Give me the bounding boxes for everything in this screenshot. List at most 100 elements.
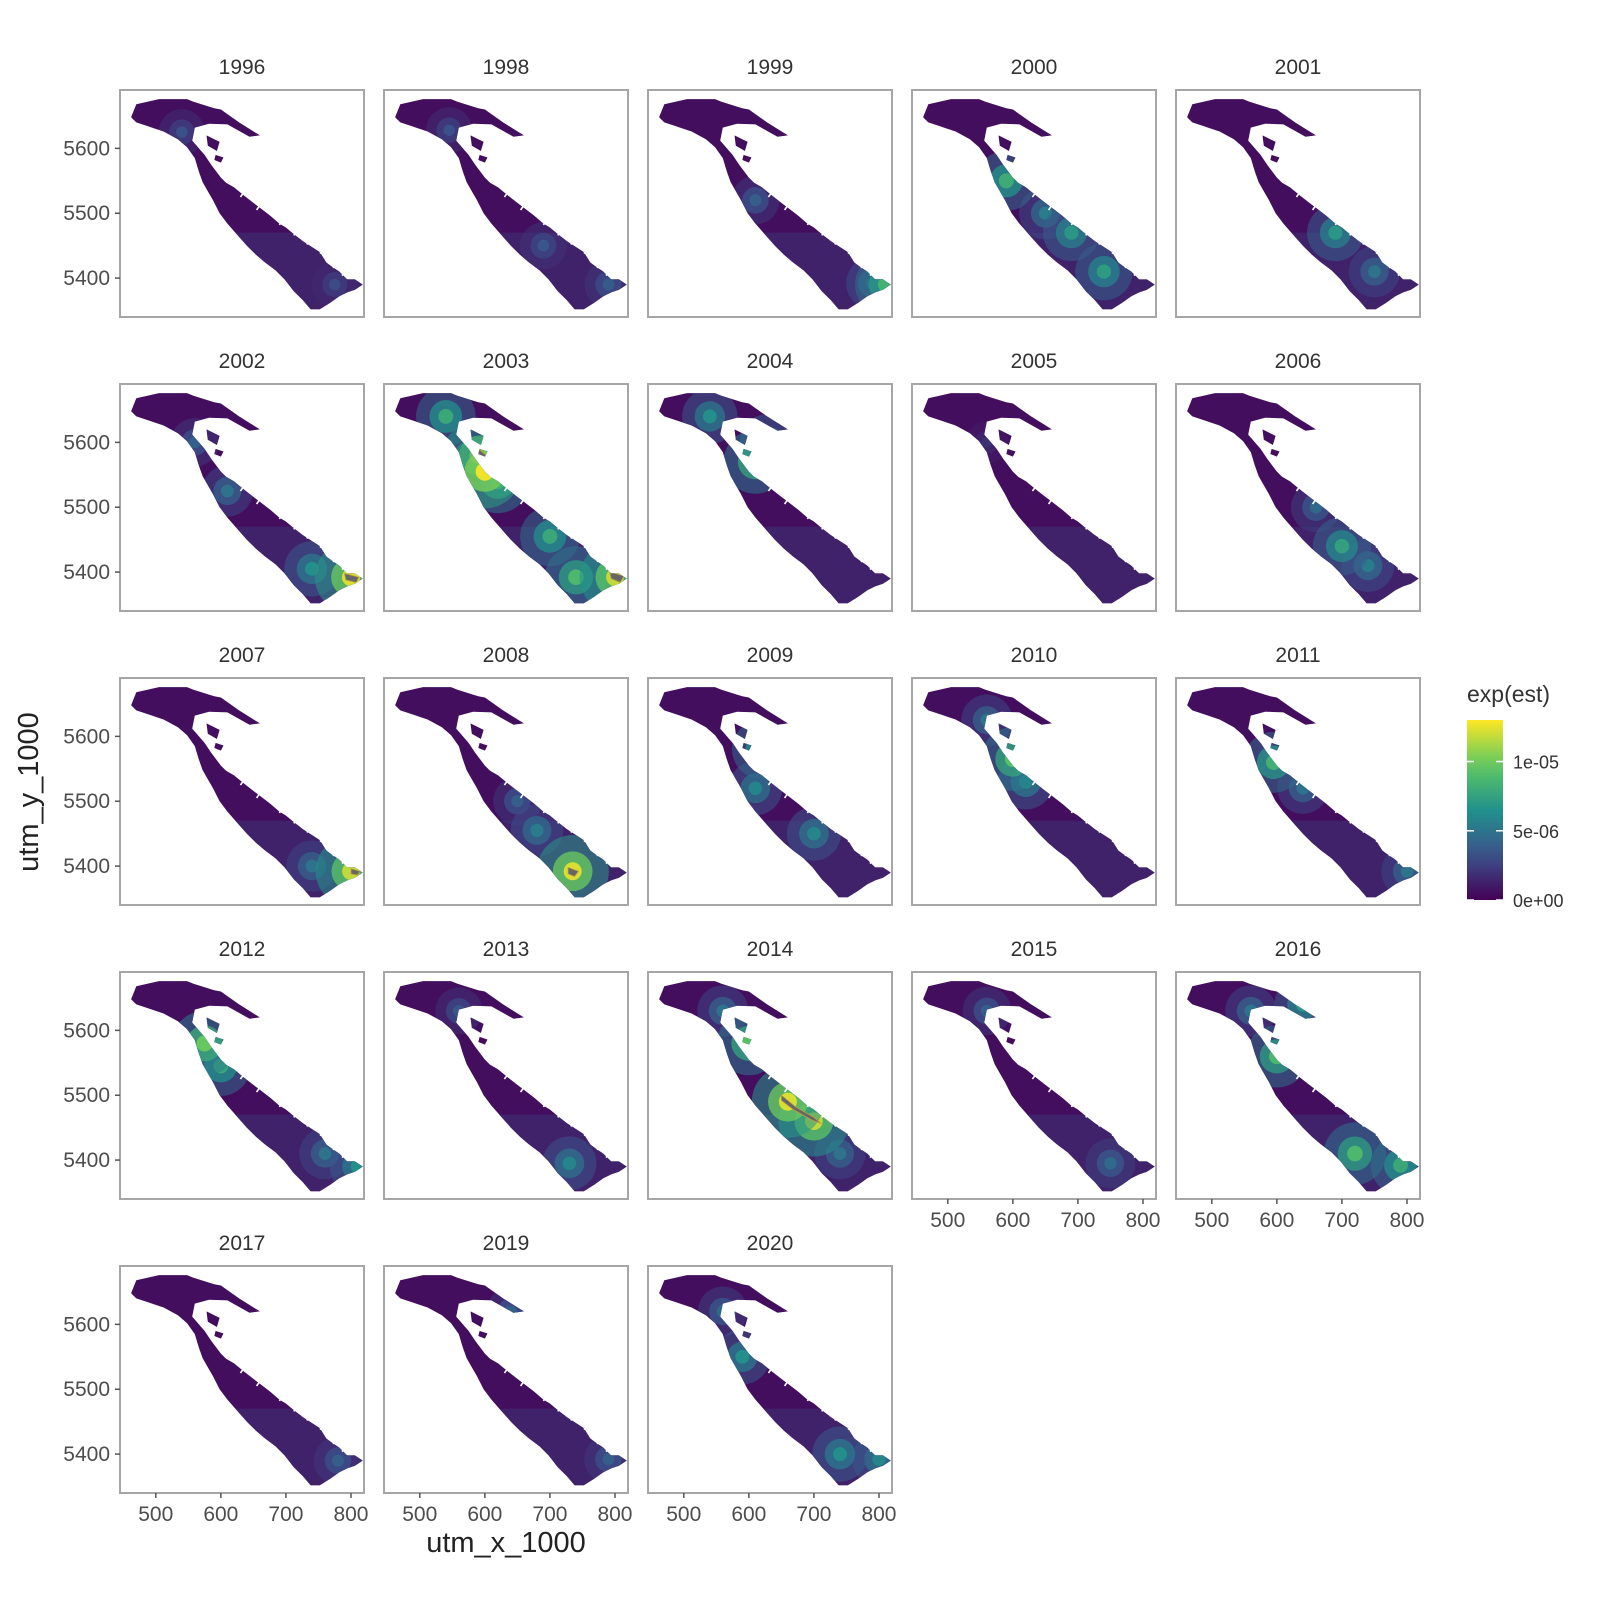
inlet-line xyxy=(319,533,347,549)
inlet-line xyxy=(1295,174,1311,198)
inlet-line xyxy=(869,1430,885,1453)
legend-title: exp(est) xyxy=(1467,681,1550,707)
facet-strip-label: 2010 xyxy=(1011,644,1058,667)
hotspot-core xyxy=(1004,751,1021,768)
inlet-line xyxy=(1349,800,1372,824)
legend-break-label: 5e-06 xyxy=(1513,822,1559,842)
inlet-line xyxy=(1070,492,1087,520)
hotspot-mid xyxy=(745,732,779,766)
inlet-line xyxy=(1362,813,1386,833)
inlet-line xyxy=(341,842,357,865)
facet-panel-border xyxy=(383,383,629,612)
inlet-line xyxy=(821,800,844,824)
inlet-line xyxy=(1085,212,1108,236)
inlet-line xyxy=(306,1401,330,1421)
hotspot-halo xyxy=(697,1286,748,1337)
hotspot-halo xyxy=(435,987,483,1035)
inlet-line xyxy=(596,248,616,269)
facet-strip-label: 2003 xyxy=(483,350,530,373)
x-tick-label: 500 xyxy=(402,1503,437,1526)
inlet-line xyxy=(519,1359,533,1387)
inlet-line xyxy=(1133,842,1149,865)
inlet-line xyxy=(255,1359,269,1387)
facet-heat-field xyxy=(659,99,891,310)
inlet-line xyxy=(847,239,875,255)
inlet-line xyxy=(1133,254,1149,277)
inlet-line xyxy=(341,548,357,571)
heat-background-south xyxy=(923,820,1155,898)
hotspot-mid xyxy=(497,1298,525,1325)
hotspot-core xyxy=(1368,265,1381,278)
facet-heat-field xyxy=(923,687,1155,898)
colorbar xyxy=(1467,720,1503,900)
facet-heat-field xyxy=(659,1275,891,1486)
hotspot-core xyxy=(981,437,993,448)
inlet-line xyxy=(341,254,357,277)
inlet-line xyxy=(783,183,797,211)
inlet-line xyxy=(806,786,823,814)
inlet-line xyxy=(1397,548,1413,571)
hotspot-core xyxy=(1328,225,1343,240)
inlet-line xyxy=(596,542,616,563)
facet-heat-field xyxy=(131,99,363,310)
inlet-line xyxy=(596,1424,616,1445)
inlet-line xyxy=(255,477,269,505)
x-tick-label: 600 xyxy=(203,1503,238,1526)
inlet-line xyxy=(1031,174,1047,198)
facet-panel-1998: 1998 xyxy=(383,56,629,318)
facet-strip-label: 2002 xyxy=(219,350,266,373)
inlet-line xyxy=(1362,1107,1386,1127)
facet-heat-field xyxy=(395,687,627,898)
inlet-line xyxy=(570,225,594,245)
inlet-line xyxy=(1098,225,1122,245)
hotspot-mid xyxy=(709,1297,737,1326)
hotspot-core xyxy=(530,823,544,837)
facet-panel-2007: 2007 5400 5500 5600 xyxy=(63,644,365,906)
hotspot-halo xyxy=(1245,1025,1309,1088)
na-region xyxy=(350,868,361,876)
hotspot-core xyxy=(980,1004,993,1017)
inlet-line xyxy=(570,1401,594,1421)
inlet-line xyxy=(1311,1065,1325,1093)
inlet-line xyxy=(821,506,844,530)
facet-panel-border xyxy=(1175,383,1421,612)
hotspot-core xyxy=(747,453,764,470)
inlet-line xyxy=(306,225,330,245)
facet-strip-label: 2011 xyxy=(1275,644,1320,667)
x-tick-label: 600 xyxy=(1259,1209,1294,1232)
facet-strip-label: 2020 xyxy=(747,1232,794,1255)
hotspot-core xyxy=(196,1035,213,1052)
inlet-line xyxy=(319,1121,347,1137)
hotspot-mid xyxy=(737,444,773,480)
inlet-line xyxy=(767,762,783,786)
inlet-line xyxy=(834,813,858,833)
inlet-line xyxy=(542,1374,559,1402)
facet-heat-field xyxy=(923,981,1155,1192)
facet-strip-label: 2005 xyxy=(1011,350,1058,373)
hotspot-core xyxy=(504,1305,517,1318)
hotspot-core xyxy=(1096,264,1112,279)
facet-heat-field xyxy=(1187,99,1419,310)
hotspot-halo xyxy=(739,413,797,471)
hotspot-core xyxy=(872,1452,886,1467)
inlet-line xyxy=(596,1130,616,1151)
heat-background-south xyxy=(659,526,891,604)
inlet-line xyxy=(860,542,880,563)
inlet-line xyxy=(1070,198,1087,226)
inlet-line xyxy=(557,1094,580,1118)
inlet-line xyxy=(1047,183,1061,211)
hotspot-halo xyxy=(723,429,788,494)
facet-strip-label: 1998 xyxy=(483,56,530,79)
hotspot-core xyxy=(1265,754,1282,770)
inlet-line xyxy=(278,786,295,814)
inlet-line xyxy=(1111,239,1139,255)
inlet-line xyxy=(1031,762,1047,786)
inlet-line xyxy=(1311,477,1325,505)
inlet-line xyxy=(542,198,559,226)
x-tick-label: 500 xyxy=(666,1503,701,1526)
inlet-line xyxy=(860,248,880,269)
inlet-line xyxy=(869,1136,885,1159)
facet-panel-1999: 1999 xyxy=(647,56,893,318)
inlet-line xyxy=(1098,813,1122,833)
inlet-line xyxy=(1031,468,1047,492)
